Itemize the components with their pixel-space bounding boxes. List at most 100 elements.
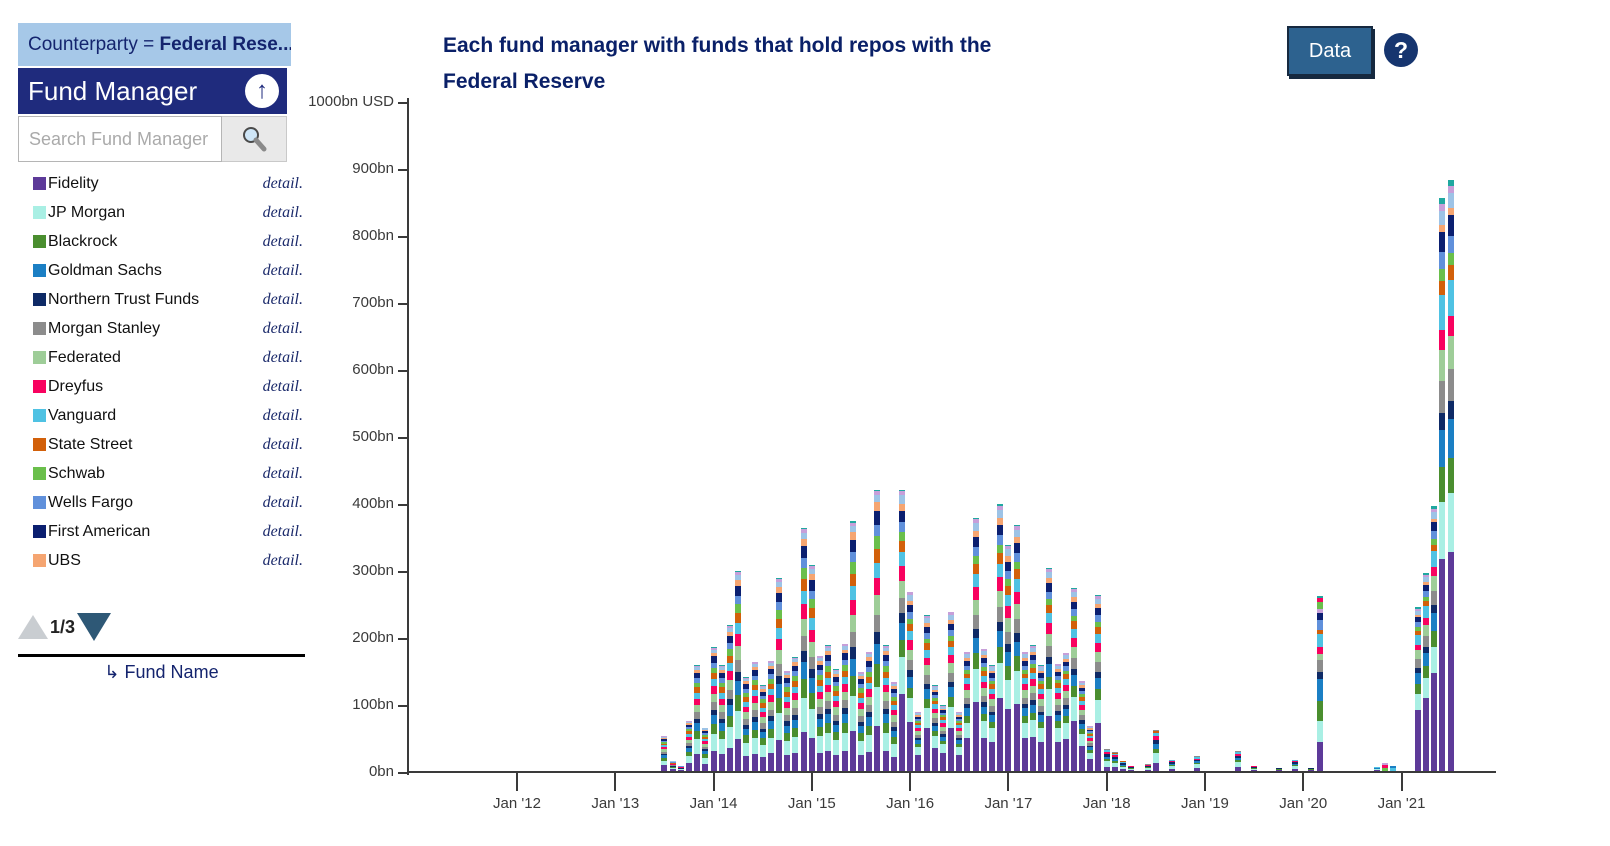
bar-Aug14[interactable] (767, 660, 774, 771)
fund-manager-row[interactable]: Vanguard detail. (18, 401, 305, 430)
detail-link[interactable]: detail. (262, 464, 303, 482)
bar-Feb14[interactable] (718, 665, 725, 771)
help-button[interactable]: ? (1384, 33, 1418, 67)
detail-link[interactable]: detail. (262, 493, 303, 511)
bar-Sep14[interactable] (776, 578, 783, 771)
bar-Nov16[interactable] (989, 665, 996, 771)
detail-link[interactable]: detail. (262, 232, 303, 250)
bar-Sep17[interactable] (1070, 588, 1077, 771)
bar-May14[interactable] (743, 677, 750, 771)
bar-May15[interactable] (841, 643, 848, 771)
bar-Aug15[interactable] (866, 651, 873, 771)
fund-manager-row[interactable]: UBS detail. (18, 546, 305, 575)
bar-Nov13[interactable] (694, 665, 701, 771)
bar-Sep16[interactable] (972, 517, 979, 771)
bar-Jun21[interactable] (1439, 198, 1446, 771)
bar-Mar16[interactable] (923, 615, 930, 771)
bar-Jul17[interactable] (1054, 663, 1061, 771)
bar-Jan15[interactable] (808, 564, 815, 771)
bar-Jul16[interactable] (956, 712, 963, 771)
bar-Oct15[interactable] (882, 645, 889, 771)
fund-manager-row[interactable]: Federated detail. (18, 343, 305, 372)
bar-Jan16[interactable] (907, 591, 914, 771)
fund-manager-row[interactable]: Dreyfus detail. (18, 372, 305, 401)
bar-Apr17[interactable] (1029, 645, 1036, 771)
fund-manager-row[interactable]: Goldman Sachs detail. (18, 256, 305, 285)
fund-manager-row[interactable]: JP Morgan detail. (18, 198, 305, 227)
bar-Dec13[interactable] (702, 727, 709, 771)
bar-Jun16[interactable] (948, 611, 955, 771)
bar-Feb18[interactable] (1111, 752, 1118, 771)
fund-manager-row[interactable]: Northern Trust Funds detail. (18, 285, 305, 314)
search-button[interactable] (222, 116, 287, 162)
bar-Oct16[interactable] (980, 648, 987, 771)
fund-manager-row[interactable]: Schwab detail. (18, 459, 305, 488)
detail-link[interactable]: detail. (262, 435, 303, 453)
bar-Aug13[interactable] (669, 761, 676, 771)
detail-link[interactable]: detail. (262, 261, 303, 279)
collapse-up-arrow-icon[interactable]: ↑ (245, 74, 279, 108)
bar-Mar21[interactable] (1414, 606, 1421, 771)
detail-link[interactable]: detail. (262, 551, 303, 569)
fund-manager-row[interactable]: Morgan Stanley detail. (18, 314, 305, 343)
bar-Jun14[interactable] (751, 661, 758, 771)
bar-Apr21[interactable] (1423, 572, 1430, 771)
bar-May19[interactable] (1234, 750, 1241, 771)
fund-manager-row[interactable]: Blackrock detail. (18, 227, 305, 256)
detail-link[interactable]: detail. (262, 290, 303, 308)
bar-Dec18[interactable] (1193, 756, 1200, 771)
bar-Jan18[interactable] (1103, 748, 1110, 771)
detail-link[interactable]: detail. (262, 522, 303, 540)
counterparty-filter-chip[interactable]: Counterparty = Federal Rese... (18, 23, 291, 66)
bar-Apr18[interactable] (1128, 765, 1135, 771)
bar-Oct13[interactable] (685, 720, 692, 771)
bar-Jul19[interactable] (1251, 765, 1258, 771)
bar-Apr14[interactable] (735, 571, 742, 771)
bar-Nov17[interactable] (1087, 726, 1094, 771)
bar-Aug17[interactable] (1062, 652, 1069, 771)
detail-link[interactable]: detail. (262, 406, 303, 424)
bar-Nov15[interactable] (890, 681, 897, 771)
bar-Jul15[interactable] (857, 671, 864, 771)
search-input[interactable] (18, 116, 222, 162)
bar-Mar20[interactable] (1316, 595, 1323, 771)
bar-Jun15[interactable] (849, 521, 856, 771)
page-up-icon[interactable] (18, 615, 48, 639)
detail-link[interactable]: detail. (262, 203, 303, 221)
bar-Feb16[interactable] (915, 712, 922, 771)
detail-link[interactable]: detail. (262, 174, 303, 192)
bar-May17[interactable] (1038, 665, 1045, 771)
fund-manager-row[interactable]: Wells Fargo detail. (18, 488, 305, 517)
bar-Sep13[interactable] (677, 765, 684, 771)
bar-Oct17[interactable] (1079, 680, 1086, 771)
bar-Dec15[interactable] (898, 489, 905, 771)
bar-Aug16[interactable] (964, 651, 971, 771)
bar-Mar15[interactable] (825, 645, 832, 771)
bar-Dec19[interactable] (1292, 759, 1299, 771)
bar-Feb17[interactable] (1013, 524, 1020, 771)
bar-May16[interactable] (939, 705, 946, 771)
bar-Apr15[interactable] (833, 669, 840, 771)
fund-manager-row[interactable]: Fidelity detail. (18, 169, 305, 198)
detail-link[interactable]: detail. (262, 319, 303, 337)
bar-May21[interactable] (1431, 506, 1438, 771)
bar-Mar18[interactable] (1120, 761, 1127, 771)
bar-Sep15[interactable] (874, 489, 881, 771)
bar-Jun18[interactable] (1144, 764, 1151, 771)
bar-Feb15[interactable] (817, 655, 824, 771)
bar-Dec14[interactable] (800, 527, 807, 771)
bar-Dec16[interactable] (997, 504, 1004, 771)
bar-Sep18[interactable] (1169, 759, 1176, 771)
bar-Mar14[interactable] (726, 625, 733, 771)
page-down-icon[interactable] (77, 613, 112, 641)
sort-by-fund-name[interactable]: ↳ Fund Name (18, 662, 305, 683)
fund-manager-row[interactable]: First American detail. (18, 517, 305, 546)
bar-Oct19[interactable] (1275, 767, 1282, 771)
data-button[interactable]: Data (1287, 26, 1373, 76)
bar-Jan14[interactable] (710, 647, 717, 771)
bar-Jan17[interactable] (1005, 544, 1012, 771)
bar-Dec17[interactable] (1095, 594, 1102, 771)
bar-Oct20[interactable] (1373, 767, 1380, 771)
bar-Jul21[interactable] (1447, 180, 1454, 771)
bar-Jun17[interactable] (1046, 568, 1053, 771)
